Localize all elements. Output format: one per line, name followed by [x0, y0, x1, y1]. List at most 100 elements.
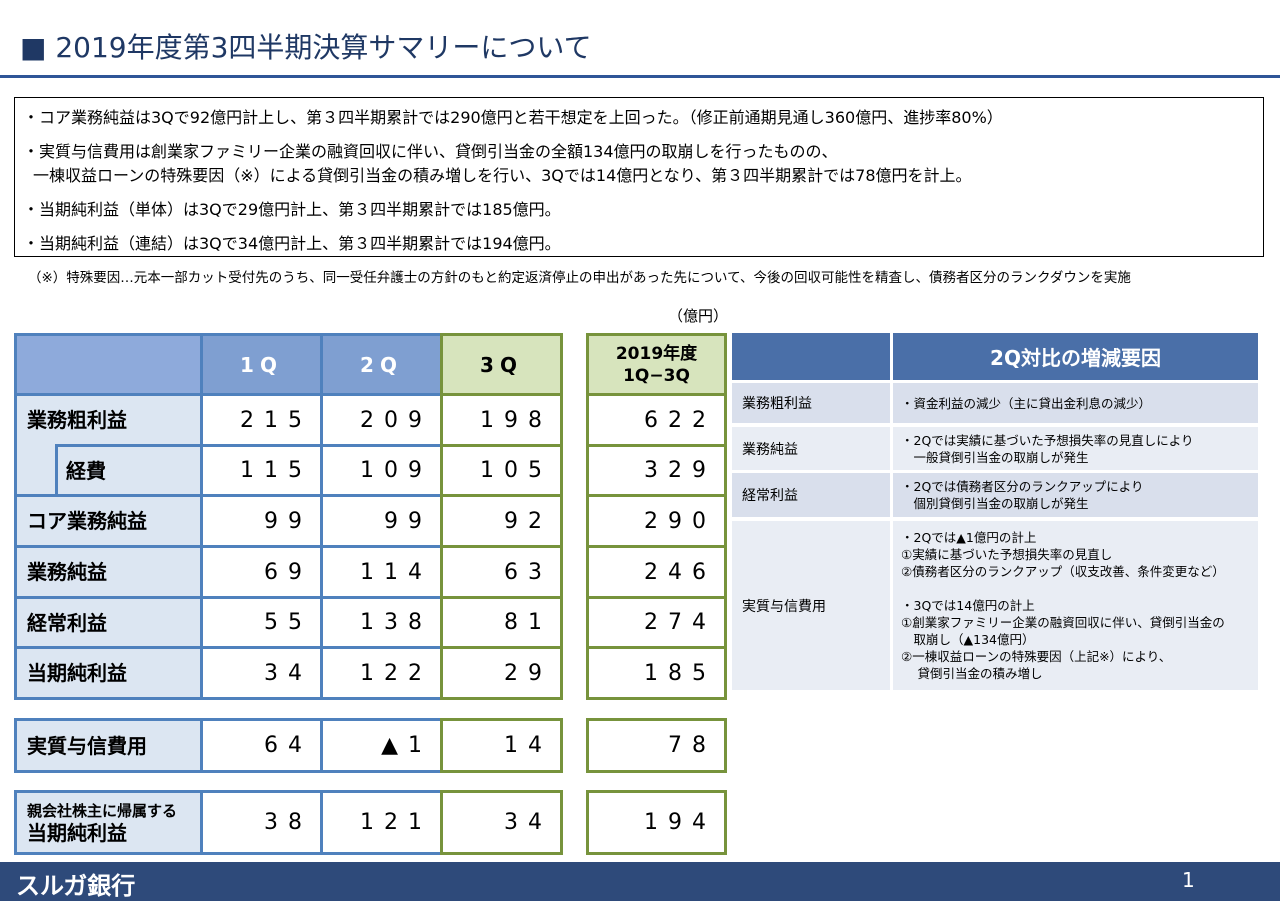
- total-cell: 185: [586, 646, 727, 700]
- value: 99: [264, 508, 312, 534]
- total-value: 622: [644, 407, 716, 433]
- value-cell: ▲1: [320, 718, 443, 773]
- value-cell: 69: [200, 545, 323, 599]
- value-cell: 115: [200, 444, 323, 497]
- factor-line: ・2Qでは実績に基づいた予想損失率の見直しにより: [901, 432, 1194, 448]
- header-cell: 3Q: [440, 333, 563, 396]
- value-cell: 29: [440, 646, 563, 700]
- value: 115: [240, 458, 312, 483]
- value-cell: 122: [320, 646, 443, 700]
- bullet-line: ・コア業務純益は3Qで92億円計上し、第３四半期累計では290億円と若干想定を上…: [23, 108, 1003, 127]
- label-cell: 当期純利益: [14, 646, 203, 700]
- value: 63: [504, 559, 552, 585]
- total-cell: 194: [586, 790, 727, 855]
- value: 138: [360, 610, 432, 635]
- label-cell: 業務粗利益: [14, 393, 203, 447]
- header-cell: 1Q: [200, 333, 323, 396]
- row-label: 経費: [66, 458, 106, 483]
- indent-cell: [14, 444, 58, 497]
- value: 99: [384, 508, 432, 534]
- factor-line: ①創業家ファミリー企業の融資回収に伴い、貸倒引当金の: [901, 615, 1225, 630]
- row-label: 経常利益: [27, 610, 107, 635]
- factor-item: 業務粗利益: [742, 396, 812, 412]
- value: 109: [360, 458, 432, 483]
- total-cell: 246: [586, 545, 727, 599]
- column-header: 2Q: [360, 352, 403, 377]
- label-cell: 親会社株主に帰属する 当期純利益: [14, 790, 203, 855]
- bullet-line: ・当期純利益（連結）は3Qで34億円計上、第３四半期累計では194億円。: [23, 234, 561, 253]
- label-cell: 経常利益: [14, 596, 203, 649]
- value: 105: [480, 458, 552, 483]
- label-cell: 実質与信費用: [14, 718, 203, 773]
- factor-item: 業務純益: [742, 441, 798, 458]
- total-value: 246: [644, 559, 716, 585]
- total-cell: 274: [586, 596, 727, 649]
- value: 34: [504, 810, 552, 835]
- value-cell: 105: [440, 444, 563, 497]
- value-cell: 38: [200, 790, 323, 855]
- value-cell: 64: [200, 718, 323, 773]
- total-cell: 78: [586, 718, 727, 773]
- factor-item: 経常利益: [742, 488, 798, 504]
- value: ▲1: [381, 733, 432, 758]
- value-cell: 92: [440, 494, 563, 548]
- value: 198: [480, 407, 552, 433]
- value-cell: 14: [440, 718, 563, 773]
- value-cell: 121: [320, 790, 443, 855]
- column-header: 3Q: [480, 352, 523, 377]
- unit-label: （億円）: [668, 307, 729, 325]
- factor-line: 取崩し（▲134億円）: [901, 632, 1035, 647]
- value-cell: 34: [440, 790, 563, 855]
- factor-line: 貸倒引当金の積み増し: [901, 666, 1043, 681]
- value: 14: [504, 733, 552, 758]
- total-value: 194: [644, 810, 716, 835]
- column-header: 2019年度: [615, 343, 698, 364]
- total-cell: 329: [586, 444, 727, 497]
- total-cell: 622: [586, 393, 727, 447]
- total-value: 274: [644, 610, 716, 635]
- factor-item-cell: 経常利益: [732, 473, 890, 517]
- value: 69: [264, 559, 312, 585]
- factor-desc-cell: ・資金利益の減少（主に貸出金利息の減少）: [893, 383, 1258, 423]
- value: 122: [360, 660, 432, 686]
- header-cell: [14, 333, 203, 396]
- factor-item-cell: 実質与信費用: [732, 521, 890, 690]
- column-header: 1Q: [240, 352, 283, 377]
- row-label: 親会社株主に帰属する: [27, 801, 178, 820]
- value-cell: 99: [200, 494, 323, 548]
- factor-line: ②債務者区分のランクアップ（収支改善、条件変更など）: [901, 564, 1225, 579]
- bullet-line: ・当期純利益（単体）は3Qで29億円計上、第３四半期累計では185億円。: [23, 200, 561, 219]
- factor-item-cell: 業務純益: [732, 427, 890, 470]
- row-label: 当期純利益: [27, 661, 127, 685]
- column-header: 1Q−3Q: [623, 365, 690, 386]
- factor-line: ①実績に基づいた予想損失率の見直し: [901, 547, 1113, 562]
- value-cell: 109: [320, 444, 443, 497]
- value: 29: [504, 660, 552, 686]
- factor-line: ・3Qでは14億円の計上: [901, 598, 1035, 613]
- summary-box: ・コア業務純益は3Qで92億円計上し、第３四半期累計では290億円と若干想定を上…: [14, 97, 1264, 257]
- factor-header: 2Q対比の増減要因: [893, 333, 1258, 380]
- page-number: 1: [1182, 868, 1195, 892]
- factor-desc-cell: ・2Qでは▲1億円の計上 ①実績に基づいた予想損失率の見直し ②債務者区分のランクア…: [893, 521, 1258, 690]
- value-cell: 209: [320, 393, 443, 447]
- total-value: 290: [644, 508, 716, 534]
- label-cell: コア業務純益: [14, 494, 203, 548]
- total-cell: 290: [586, 494, 727, 548]
- value: 114: [360, 559, 432, 585]
- factor-line: ・資金利益の減少（主に貸出金利息の減少）: [901, 395, 1152, 411]
- value: 81: [504, 610, 552, 635]
- factor-line: ・2Qでは▲1億円の計上: [901, 530, 1037, 545]
- factor-desc-cell: ・2Qでは実績に基づいた予想損失率の見直しにより 一般貸倒引当金の取崩しが発生: [893, 427, 1258, 470]
- bullet-line: 一棟収益ローンの特殊要因（※）による貸倒引当金の積み増しを行い、3Qでは14億円…: [33, 166, 972, 185]
- row-label: 実質与信費用: [27, 733, 147, 758]
- value-cell: 114: [320, 545, 443, 599]
- factor-item: 実質与信費用: [742, 598, 826, 615]
- value: 38: [264, 810, 312, 835]
- bullet-line: ・実質与信費用は創業家ファミリー企業の融資回収に伴い、貸倒引当金の全額134億円…: [23, 142, 838, 161]
- row-label: 業務粗利益: [27, 408, 127, 432]
- row-label: 業務純益: [27, 560, 107, 584]
- title: ■ 2019年度第3四半期決算サマリーについて: [20, 31, 592, 64]
- value: 121: [360, 810, 432, 835]
- total-value: 185: [644, 660, 716, 686]
